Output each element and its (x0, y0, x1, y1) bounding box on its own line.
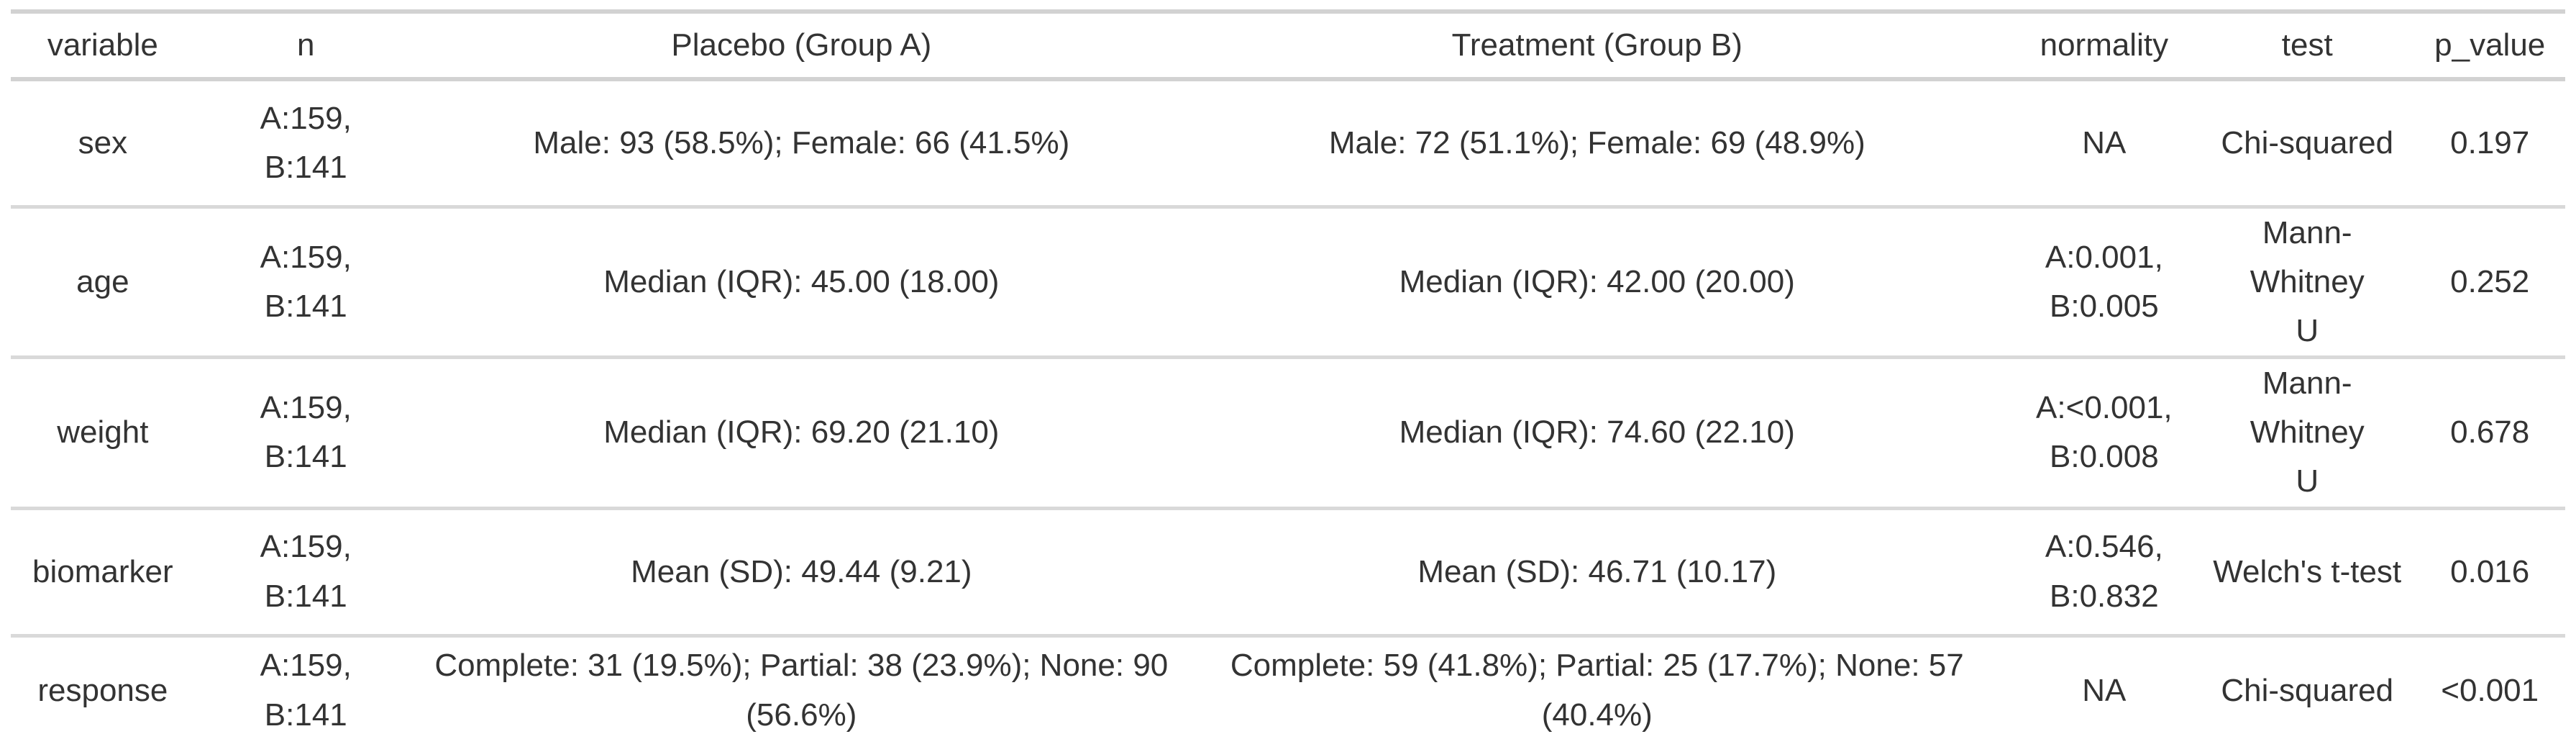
column-header-n: n (194, 9, 417, 81)
cell-treatment: Complete: 59 (41.8%); Partial: 25 (17.7%… (1185, 635, 2009, 734)
cell-placebo: Male: 93 (58.5%); Female: 66 (41.5%) (416, 79, 1186, 209)
cell-n: A:159, B:141 (194, 207, 417, 360)
cell-treatment: Mean (SD): 46.71 (10.17) (1185, 508, 2009, 638)
cell-p-value: 0.197 (2414, 79, 2565, 209)
column-header-p-value: p_value (2414, 9, 2565, 81)
cell-p-value: 0.678 (2414, 357, 2565, 510)
summary-table-container: variable n Placebo (Group A) Treatment (… (11, 9, 2565, 734)
cell-n: A:159, B:141 (194, 79, 417, 209)
cell-p-value: 0.252 (2414, 207, 2565, 360)
table-row-sex: sex A:159, B:141 Male: 93 (58.5%); Femal… (11, 79, 2565, 209)
cell-variable: response (11, 635, 195, 734)
cell-normality: NA (2008, 79, 2201, 209)
cell-variable: weight (11, 357, 195, 510)
cell-test: Chi-squared (2200, 79, 2415, 209)
cell-p-value: <0.001 (2414, 635, 2565, 734)
cell-treatment: Male: 72 (51.1%); Female: 69 (48.9%) (1185, 79, 2009, 209)
cell-normality: A:0.546, B:0.832 (2008, 508, 2201, 638)
cell-variable: biomarker (11, 508, 195, 638)
cell-test: Welch's t-test (2200, 508, 2415, 638)
cell-test: Chi-squared (2200, 635, 2415, 734)
cell-placebo: Complete: 31 (19.5%); Partial: 38 (23.9%… (416, 635, 1186, 734)
cell-normality: A:<0.001, B:0.008 (2008, 357, 2201, 510)
table-row-weight: weight A:159, B:141 Median (IQR): 69.20 … (11, 357, 2565, 510)
cell-n: A:159, B:141 (194, 508, 417, 638)
header-row: variable n Placebo (Group A) Treatment (… (11, 9, 2565, 81)
cell-variable: sex (11, 79, 195, 209)
cell-treatment: Median (IQR): 42.00 (20.00) (1185, 207, 2009, 360)
cell-variable: age (11, 207, 195, 360)
table-row-age: age A:159, B:141 Median (IQR): 45.00 (18… (11, 207, 2565, 360)
cell-test: Mann-Whitney U (2200, 357, 2415, 510)
column-header-placebo-group-a: Placebo (Group A) (416, 9, 1186, 81)
column-header-test: test (2200, 9, 2415, 81)
cell-placebo: Mean (SD): 49.44 (9.21) (416, 508, 1186, 638)
column-header-treatment-group-b: Treatment (Group B) (1185, 9, 2009, 81)
cell-normality: NA (2008, 635, 2201, 734)
column-header-variable: variable (11, 9, 195, 81)
table-row-biomarker: biomarker A:159, B:141 Mean (SD): 49.44 … (11, 508, 2565, 638)
cell-treatment: Median (IQR): 74.60 (22.10) (1185, 357, 2009, 510)
cell-test: Mann-Whitney U (2200, 207, 2415, 360)
group-comparison-table: variable n Placebo (Group A) Treatment (… (11, 9, 2565, 734)
cell-p-value: 0.016 (2414, 508, 2565, 638)
cell-placebo: Median (IQR): 45.00 (18.00) (416, 207, 1186, 360)
cell-n: A:159, B:141 (194, 635, 417, 734)
cell-placebo: Median (IQR): 69.20 (21.10) (416, 357, 1186, 510)
cell-normality: A:0.001, B:0.005 (2008, 207, 2201, 360)
column-header-normality: normality (2008, 9, 2201, 81)
cell-n: A:159, B:141 (194, 357, 417, 510)
table-row-response: response A:159, B:141 Complete: 31 (19.5… (11, 635, 2565, 734)
